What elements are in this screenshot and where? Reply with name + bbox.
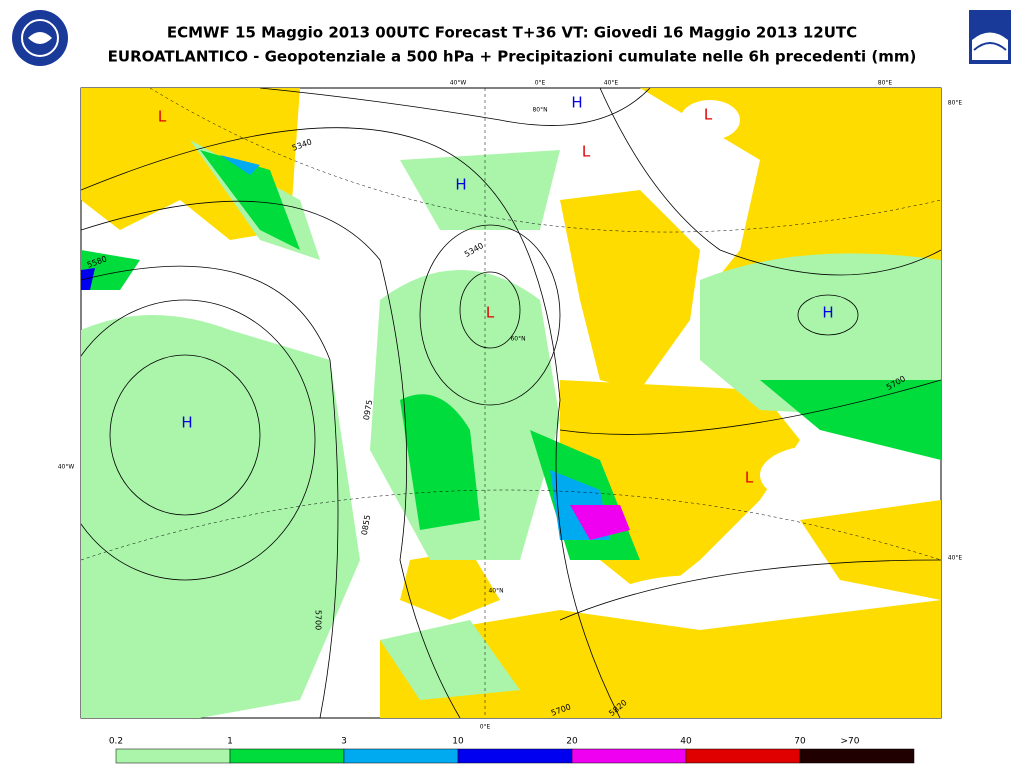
- legend-label: 40: [680, 737, 692, 747]
- legend-label: 10: [452, 737, 464, 747]
- legend-swatch: [115, 748, 231, 764]
- legend-swatch: [457, 748, 573, 764]
- pressure-center: L: [704, 106, 713, 124]
- map: [80, 87, 942, 719]
- graticule-label: 40°W: [450, 80, 467, 87]
- contour-label: 5700: [314, 610, 323, 630]
- graticule-label: 40°N: [488, 588, 503, 595]
- graticule-label: 80°E: [948, 100, 963, 107]
- graticule-label: 60°N: [510, 336, 525, 343]
- legend-swatch: [343, 748, 459, 764]
- graticule-label: 0°E: [480, 724, 491, 731]
- legend-swatch: [571, 748, 687, 764]
- legend-swatch: [229, 748, 345, 764]
- legend: 0.2 1 3 10 20 40 70 >70: [109, 737, 915, 764]
- pressure-center: L: [582, 143, 591, 161]
- logo-right: [969, 10, 1011, 64]
- pressure-center: H: [571, 94, 582, 112]
- graticule-label: 40°E: [948, 555, 963, 562]
- legend-label: >70: [841, 737, 860, 747]
- legend-label: 1: [227, 737, 233, 747]
- graticule-label: 40°E: [604, 80, 619, 87]
- legend-label: 0.2: [109, 737, 123, 747]
- contour-label: 0855: [360, 514, 372, 536]
- pressure-center: H: [822, 304, 833, 322]
- legend-swatch: [799, 748, 915, 764]
- pressure-center: L: [745, 469, 754, 487]
- subtitle: EUROATLANTICO - Geopotenziale a 500 hPa …: [108, 48, 917, 66]
- title: ECMWF 15 Maggio 2013 00UTC Forecast T+36…: [167, 24, 857, 42]
- legend-swatch: [685, 748, 801, 764]
- pressure-center: L: [486, 304, 495, 322]
- pressure-center: H: [181, 414, 192, 432]
- graticule-label: 0°E: [535, 80, 546, 87]
- graticule-label: 80°N: [532, 107, 547, 114]
- legend-label: 70: [794, 737, 806, 747]
- legend-label: 20: [566, 737, 578, 747]
- legend-label: 3: [341, 737, 347, 747]
- graticule-label: 40°W: [58, 464, 75, 471]
- pressure-center: L: [158, 108, 167, 126]
- logo-left: [12, 10, 68, 66]
- graticule-label: 80°E: [878, 80, 893, 87]
- pressure-center: H: [455, 176, 466, 194]
- contour-label: 0975: [362, 399, 374, 421]
